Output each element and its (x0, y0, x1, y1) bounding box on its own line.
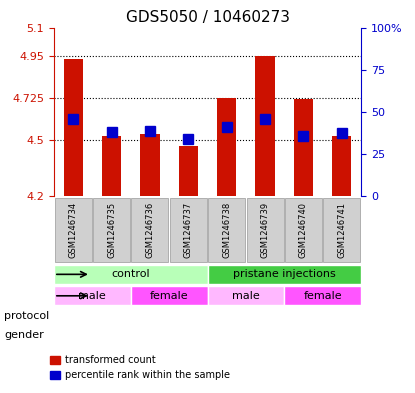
Text: pristane injections: pristane injections (233, 269, 336, 279)
Text: male: male (232, 291, 260, 301)
FancyBboxPatch shape (54, 286, 131, 305)
Text: GSM1246739: GSM1246739 (261, 202, 270, 258)
Bar (140, 134, 159, 196)
Text: male: male (78, 291, 106, 301)
Text: GSM1246734: GSM1246734 (68, 202, 78, 258)
FancyBboxPatch shape (208, 198, 245, 262)
Text: GSM1246736: GSM1246736 (145, 202, 154, 258)
Bar (102, 136, 121, 196)
Text: GSM1246735: GSM1246735 (107, 202, 116, 258)
FancyBboxPatch shape (131, 286, 208, 305)
Legend: transformed count, percentile rank within the sample: transformed count, percentile rank withi… (46, 352, 234, 384)
Text: control: control (111, 269, 150, 279)
FancyBboxPatch shape (170, 198, 207, 262)
Text: GSM1246737: GSM1246737 (184, 202, 193, 258)
FancyBboxPatch shape (54, 265, 208, 284)
FancyBboxPatch shape (323, 198, 360, 262)
Text: GSM1246738: GSM1246738 (222, 202, 231, 258)
Text: protocol: protocol (4, 311, 49, 321)
FancyBboxPatch shape (208, 286, 284, 305)
Bar (63, 59, 83, 196)
FancyBboxPatch shape (208, 265, 361, 284)
FancyBboxPatch shape (93, 198, 130, 262)
Bar (179, 145, 198, 196)
FancyBboxPatch shape (55, 198, 92, 262)
Bar (332, 136, 352, 196)
FancyBboxPatch shape (132, 198, 168, 262)
Bar (294, 99, 313, 196)
Text: GSM1246741: GSM1246741 (337, 202, 347, 258)
Bar (217, 98, 236, 196)
Title: GDS5050 / 10460273: GDS5050 / 10460273 (125, 10, 290, 25)
FancyBboxPatch shape (284, 286, 361, 305)
Text: gender: gender (4, 330, 44, 340)
Text: female: female (150, 291, 188, 301)
Text: GSM1246740: GSM1246740 (299, 202, 308, 258)
Text: female: female (303, 291, 342, 301)
FancyBboxPatch shape (247, 198, 283, 262)
FancyBboxPatch shape (285, 198, 322, 262)
Bar (256, 56, 275, 196)
